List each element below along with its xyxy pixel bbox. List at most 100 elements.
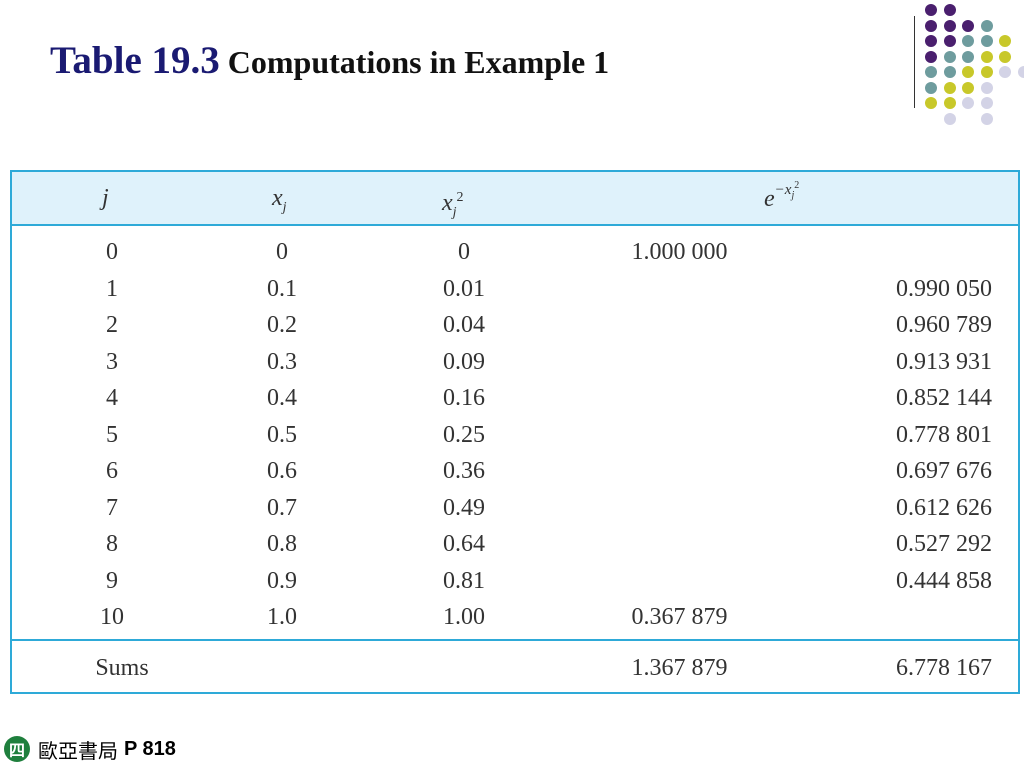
cell-xj-squared: 0.04: [443, 312, 485, 338]
table-row: 8 0.8 0.64 0.527 292: [12, 526, 1018, 562]
decorative-dot: [925, 35, 937, 47]
cell-mid-value: 0.990 050: [896, 275, 992, 302]
header-j: j: [102, 185, 109, 211]
decorative-dot: [1017, 66, 1024, 78]
table-number: Table 19.3: [50, 39, 220, 82]
decorative-dot: [962, 50, 974, 63]
table-row: 4 0.4 0.16 0.852 144: [12, 380, 1018, 416]
cell-j: 4: [106, 385, 118, 411]
cell-xj: 0.5: [267, 421, 297, 448]
header-xj: xj: [272, 185, 287, 215]
cell-end-value: [597, 344, 762, 380]
decorative-dot: [980, 112, 993, 125]
cell-xj-squared: 0: [458, 239, 470, 265]
cell-end-value: [597, 526, 762, 562]
cell-xj: 0.1: [267, 275, 297, 302]
cell-xj: 0.7: [267, 494, 297, 521]
cell-j: 1: [106, 275, 118, 302]
cell-j: 7: [106, 494, 118, 521]
header-xj-squared: xj2: [442, 190, 464, 220]
cell-xj: 0.9: [267, 567, 297, 594]
cell-mid-value: [832, 599, 992, 635]
header-exp-neg-xj-squared: e−xj2: [764, 180, 800, 212]
table-row: 2 0.2 0.04 0.960 789: [12, 307, 1018, 343]
cell-xj-squared: 0.16: [443, 385, 485, 411]
sums-row: Sums 1.367 879 6.778 167: [12, 650, 1018, 686]
cell-j: 3: [106, 348, 118, 375]
cell-xj: 0.6: [267, 458, 297, 484]
cell-xj: 1.0: [267, 604, 297, 630]
footer: 四 歐亞書局 P 818: [4, 734, 176, 764]
cell-j: 9: [106, 567, 118, 594]
sums-label: Sums: [95, 655, 149, 681]
cell-xj-squared: 1.00: [443, 604, 485, 630]
decorative-dot: [980, 97, 993, 109]
cell-end-value: [597, 380, 762, 416]
cell-end-value: [597, 307, 762, 343]
publisher-name: 歐亞書局: [38, 738, 118, 763]
table-row: 6 0.6 0.36 0.697 676: [12, 453, 1018, 489]
page-number: P 818: [124, 737, 176, 760]
cell-xj-squared: 0.36: [443, 458, 485, 484]
decorative-dot: [925, 19, 937, 32]
decorative-dot: [999, 50, 1011, 63]
decorative-dot: [943, 112, 956, 125]
table-row: 0 0 0 1.000 000: [12, 234, 1018, 270]
decorative-dot: [962, 81, 974, 94]
decorative-dot: [999, 35, 1011, 47]
publisher-logo-icon: 四: [4, 736, 30, 762]
cell-xj-squared: 0.01: [443, 275, 485, 302]
cell-mid-value: 0.852 144: [896, 385, 992, 411]
cell-xj: 0.3: [267, 348, 297, 375]
cell-xj: 0.4: [267, 385, 297, 411]
sums-end-value: 1.367 879: [631, 655, 728, 681]
cell-end-value: [597, 453, 762, 489]
decorative-dot: [943, 35, 956, 47]
cell-xj-squared: 0.09: [443, 348, 485, 375]
cell-xj: 0.8: [267, 531, 297, 557]
decorative-dot: [980, 19, 993, 32]
decorative-dot: [980, 66, 993, 78]
decorative-dot: [962, 19, 974, 32]
decorative-dot: [962, 35, 974, 47]
cell-xj-squared: 0.49: [443, 494, 485, 521]
table-row: 5 0.5 0.25 0.778 801: [12, 417, 1018, 453]
cell-mid-value: 0.913 931: [896, 348, 992, 375]
table-row: 9 0.9 0.81 0.444 858: [12, 563, 1018, 599]
cell-mid-value: 0.444 858: [896, 567, 992, 594]
table-row: 7 0.7 0.49 0.612 626: [12, 490, 1018, 526]
cell-mid-value: 0.527 292: [896, 531, 992, 557]
cell-xj-squared: 0.81: [443, 567, 485, 594]
decorative-dot-grid: [920, 0, 1024, 125]
cell-j: 2: [106, 312, 118, 338]
cell-mid-value: [832, 234, 992, 270]
cell-xj-squared: 0.25: [443, 421, 485, 448]
decorative-dot: [980, 81, 993, 94]
table-row: 3 0.3 0.09 0.913 931: [12, 344, 1018, 380]
decorative-dot: [925, 66, 937, 78]
sums-divider: [12, 639, 1018, 641]
computation-table: j xj xj2 e−xj2 0 0 0 1.000 000 1 0.1 0.01 0.990…: [10, 170, 1020, 694]
cell-j: 6: [106, 458, 118, 484]
decorative-dot: [943, 81, 956, 94]
decorative-dot: [925, 81, 937, 94]
decorative-dot: [962, 97, 974, 109]
table-row: 1 0.1 0.01 0.990 050: [12, 271, 1018, 307]
cell-end-value: [597, 271, 762, 307]
decorative-dot: [925, 97, 937, 109]
decorative-dot: [943, 19, 956, 32]
cell-end-value: [597, 563, 762, 599]
cell-end-value: [597, 490, 762, 526]
cell-end-value: [597, 417, 762, 453]
cell-j: 8: [106, 531, 118, 557]
decorative-divider: [914, 16, 915, 108]
cell-j: 5: [106, 421, 118, 448]
decorative-dot: [962, 66, 974, 78]
decorative-dot: [999, 66, 1011, 78]
decorative-dot: [980, 50, 993, 63]
slide-title: Table 19.3 Computations in Example 1: [50, 38, 609, 83]
decorative-dot: [943, 4, 956, 16]
cell-end-value: 0.367 879: [631, 604, 728, 630]
cell-xj-squared: 0.64: [443, 531, 485, 557]
decorative-dot: [943, 97, 956, 109]
